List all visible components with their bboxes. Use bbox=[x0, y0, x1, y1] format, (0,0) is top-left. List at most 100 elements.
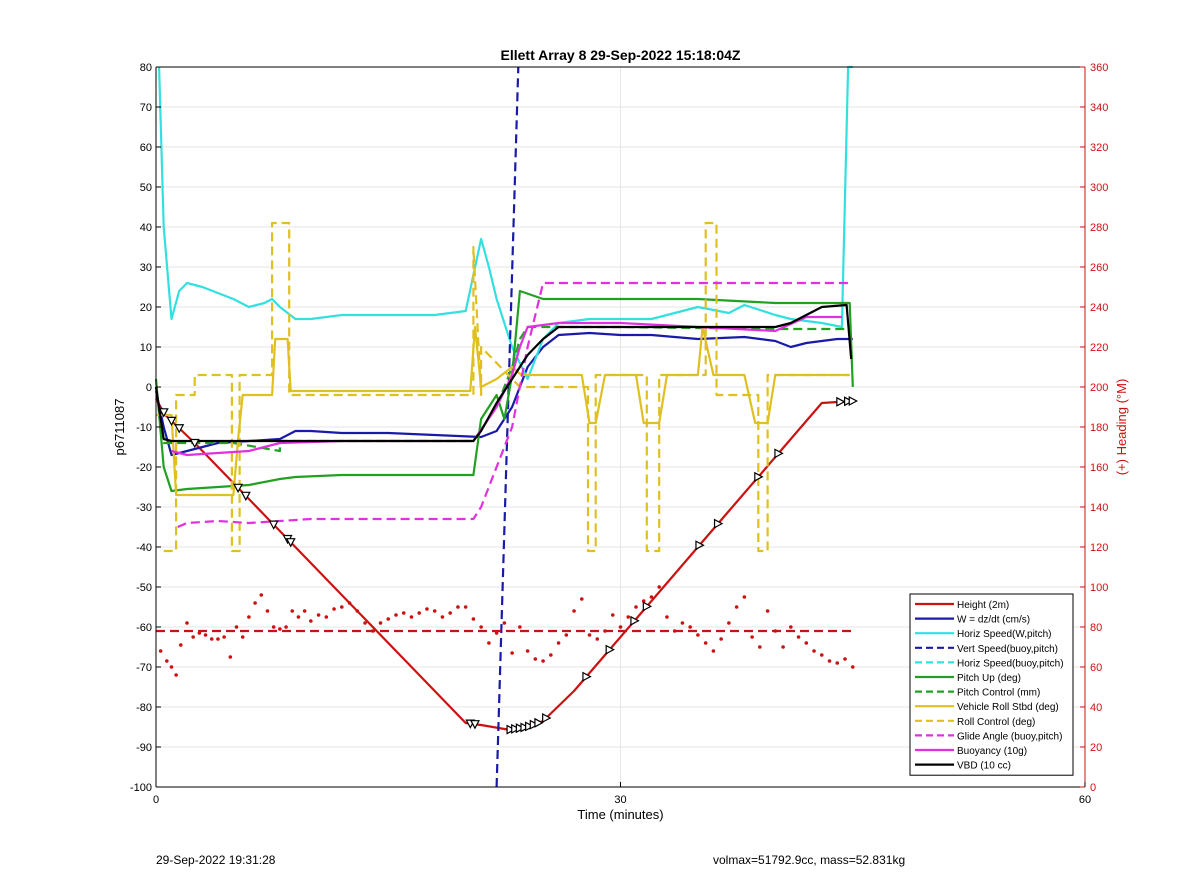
heading-point bbox=[789, 625, 793, 629]
heading-point bbox=[812, 649, 816, 653]
height-marker bbox=[268, 520, 279, 530]
heading-point bbox=[394, 613, 398, 617]
height-marker bbox=[630, 615, 640, 626]
heading-point bbox=[549, 653, 553, 657]
heading-point bbox=[278, 627, 282, 631]
y-tick-label-left: 40 bbox=[140, 222, 152, 234]
heading-point bbox=[240, 635, 245, 639]
y-tick-label-right: 260 bbox=[1090, 262, 1108, 274]
chart-title: Ellett Array 8 29-Sep-2022 15:18:04Z bbox=[501, 47, 741, 63]
legend-label: Buoyancy (10g) bbox=[957, 746, 1027, 757]
x-tick-label: 0 bbox=[153, 794, 159, 806]
x-tick-label: 30 bbox=[614, 794, 626, 806]
heading-point bbox=[649, 595, 654, 599]
series-vbd-10-cc bbox=[154, 303, 853, 443]
heading-point bbox=[265, 609, 270, 613]
heading-point bbox=[234, 625, 239, 629]
y-tick-label-right: 300 bbox=[1090, 182, 1108, 194]
legend-label: Vehicle Roll Stbd (deg) bbox=[957, 702, 1059, 713]
height-marker bbox=[285, 538, 296, 548]
height-marker bbox=[534, 717, 544, 728]
heading-point bbox=[479, 625, 483, 629]
legend-label: Pitch Control (mm) bbox=[957, 688, 1040, 699]
heading-point bbox=[378, 621, 383, 625]
y-tick-label-right: 40 bbox=[1090, 702, 1102, 714]
heading-point bbox=[456, 605, 460, 609]
heading-point bbox=[363, 621, 367, 625]
height-marker bbox=[542, 713, 552, 723]
height-marker bbox=[754, 471, 764, 482]
heading-point bbox=[247, 615, 251, 619]
legend-label: Horiz Speed(W,pitch) bbox=[957, 629, 1051, 640]
heading-point bbox=[618, 625, 623, 629]
y-tick-label-left: -30 bbox=[136, 502, 152, 514]
heading-point bbox=[703, 641, 708, 645]
y-tick-label-left: -90 bbox=[136, 742, 152, 754]
heading-point bbox=[471, 617, 476, 621]
heading-point bbox=[781, 645, 785, 649]
height-marker bbox=[774, 448, 784, 459]
y-tick-label-right: 20 bbox=[1090, 742, 1102, 754]
height-marker bbox=[240, 491, 251, 502]
height-marker bbox=[836, 396, 846, 407]
heading-point bbox=[750, 635, 754, 639]
y-tick-label-left: 20 bbox=[140, 302, 152, 314]
legend-label: VBD (10 cc) bbox=[957, 761, 1011, 772]
height-marker bbox=[515, 723, 526, 734]
heading-point bbox=[253, 601, 257, 605]
heading-point bbox=[525, 649, 530, 653]
y-tick-label-right: 340 bbox=[1090, 102, 1108, 114]
footer-vehicle-params: volmax=51792.9cc, mass=52.831kg bbox=[713, 853, 906, 867]
heading-point bbox=[340, 605, 344, 609]
y-tick-label-left: 10 bbox=[140, 342, 152, 354]
heading-point bbox=[564, 633, 569, 637]
heading-point bbox=[440, 615, 445, 619]
legend-label: Vert Speed(buoy,pitch) bbox=[957, 644, 1058, 655]
heading-point bbox=[259, 593, 264, 597]
height-marker bbox=[713, 518, 724, 529]
heading-point bbox=[626, 615, 631, 619]
y-tick-label-left: -80 bbox=[136, 702, 152, 714]
heading-point bbox=[711, 649, 716, 653]
y-tick-label-left: 80 bbox=[140, 62, 152, 74]
y-axis-label-left: p6711087 bbox=[112, 399, 127, 456]
heading-point bbox=[510, 651, 514, 655]
y-tick-label-right: 220 bbox=[1090, 342, 1108, 354]
height-marker bbox=[511, 723, 521, 734]
heading-point bbox=[409, 615, 414, 619]
heading-point bbox=[657, 585, 662, 589]
y-tick-label-left: -60 bbox=[136, 622, 152, 634]
heading-point bbox=[347, 601, 352, 605]
heading-point bbox=[178, 643, 183, 647]
heading-point bbox=[742, 595, 747, 599]
heading-point bbox=[174, 673, 178, 677]
legend-label: Height (2m) bbox=[957, 600, 1009, 611]
heading-point bbox=[587, 633, 592, 637]
heading-point bbox=[463, 605, 468, 609]
heading-point bbox=[804, 641, 809, 645]
heading-point bbox=[185, 621, 189, 625]
height-marker bbox=[520, 722, 530, 733]
heading-point bbox=[796, 635, 801, 639]
legend: Height (2m) W = dz/dt (cm/s) Horiz Speed(W… bbox=[909, 593, 1074, 776]
x-axis-label: Time (minutes) bbox=[577, 807, 663, 822]
y-tick-label-left: -20 bbox=[136, 462, 152, 474]
y-tick-label-right: 60 bbox=[1090, 662, 1102, 674]
heading-point bbox=[734, 605, 739, 609]
y-tick-label-right: 240 bbox=[1090, 302, 1108, 314]
y-tick-label-left: 0 bbox=[146, 382, 152, 394]
heading-point bbox=[432, 609, 437, 613]
y-tick-label-left: -40 bbox=[136, 542, 152, 554]
heading-point bbox=[324, 615, 329, 619]
heading-point bbox=[216, 637, 220, 641]
heading-point bbox=[579, 597, 584, 601]
heading-point bbox=[518, 625, 522, 629]
heading-point bbox=[556, 641, 561, 645]
heading-point bbox=[680, 621, 685, 625]
series-glide-angle-buoy-pitch bbox=[177, 281, 850, 529]
legend-label: W = dz/dt (cm/s) bbox=[957, 615, 1030, 626]
heading-point bbox=[158, 649, 163, 653]
series-vert-speed-buoy-pitch bbox=[495, 66, 520, 788]
